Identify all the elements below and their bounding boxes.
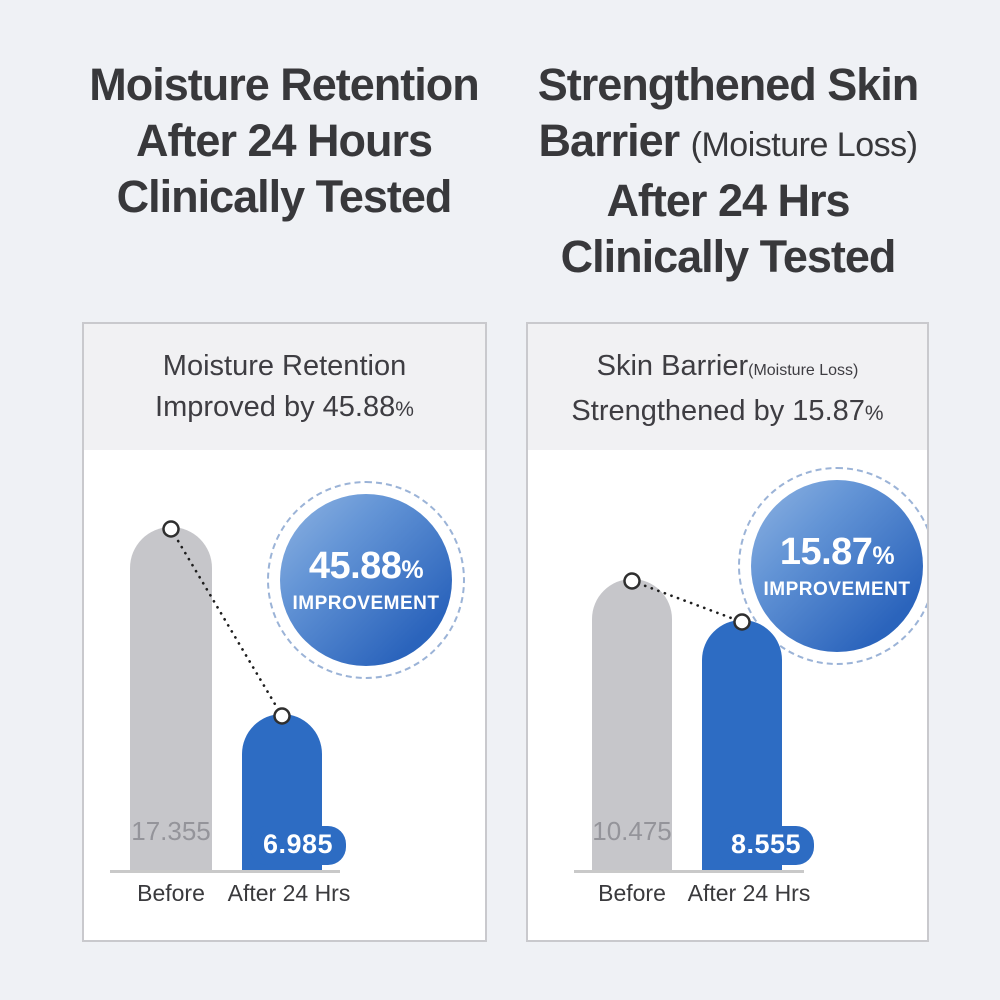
card-header-title: Moisture Retention xyxy=(162,350,407,382)
circle-marker-before xyxy=(162,520,180,538)
dashed-ring xyxy=(267,481,465,679)
card-header-title-small: (Moisture Loss) xyxy=(748,362,859,379)
connector-overlay xyxy=(162,520,291,725)
headline-line: Moisture Retention xyxy=(89,59,480,110)
percent-sign: % xyxy=(395,398,414,421)
bar-value-after: 6.985 xyxy=(250,826,347,865)
circle-marker-after xyxy=(273,707,291,725)
chart-area: 15.87% IMPROVEMENT 10.475 8.555 Before A… xyxy=(528,450,927,940)
headline-line: Clinically Tested xyxy=(116,171,453,222)
headline-line: After 24 Hrs xyxy=(606,175,850,226)
x-label-after: After 24 Hrs xyxy=(227,880,351,906)
headline-skin-barrier: Strengthened Skin Barrier (Moisture Loss… xyxy=(478,57,978,285)
bar-before xyxy=(592,579,672,870)
headline-light-segment: (Moisture Loss) xyxy=(690,126,918,164)
card-header-subtitle: Improved by 45.88% xyxy=(155,391,414,423)
x-axis-line xyxy=(110,870,340,873)
card-header: Skin Barrier(Moisture Loss) Strengthened… xyxy=(528,324,927,450)
x-label-before: Before xyxy=(137,880,205,906)
badge-value: 45.88% xyxy=(308,544,424,587)
dashed-ring xyxy=(738,467,927,665)
bar-before xyxy=(130,527,212,870)
percent-sign: % xyxy=(864,402,884,425)
headline-line: Barrier (Moisture Loss) xyxy=(478,113,978,173)
percent-sign: % xyxy=(401,555,424,584)
headline-moisture-retention: Moisture Retention After 24 Hours Clinic… xyxy=(34,57,534,225)
x-axis-line xyxy=(574,870,804,873)
x-label-before: Before xyxy=(598,880,666,906)
badge-circle: 15.87% IMPROVEMENT xyxy=(751,480,923,652)
dotted-connector-line xyxy=(169,527,284,718)
skin-barrier-card: Skin Barrier(Moisture Loss) Strengthened… xyxy=(526,322,929,942)
percent-sign: % xyxy=(872,541,895,570)
x-label-after: After 24 Hrs xyxy=(687,880,811,906)
badge-label: IMPROVEMENT xyxy=(763,578,911,600)
headline-line: Strengthened Skin xyxy=(537,59,920,110)
chart-area: 45.88% IMPROVEMENT 17.355 6.985 Before A… xyxy=(84,450,485,940)
headline-bold-segment: Barrier xyxy=(538,115,681,166)
dotted-connector-line xyxy=(630,579,744,624)
circle-marker-after xyxy=(733,613,751,631)
bar-value-before: 10.475 xyxy=(592,816,672,846)
badge-value: 15.87% xyxy=(779,530,895,573)
improvement-badge: 15.87% IMPROVEMENT xyxy=(738,467,927,665)
card-header-subtitle: Strengthened by 15.87% xyxy=(571,395,884,427)
moisture-retention-card: Moisture Retention Improved by 45.88% 45… xyxy=(82,322,487,942)
improvement-badge: 45.88% IMPROVEMENT xyxy=(267,481,465,679)
badge-circle: 45.88% IMPROVEMENT xyxy=(280,494,452,666)
bar-value-before: 17.355 xyxy=(131,816,211,846)
card-header: Moisture Retention Improved by 45.88% xyxy=(84,324,485,450)
connector-overlay xyxy=(623,572,751,631)
card-header-title: Skin Barrier(Moisture Loss) xyxy=(596,350,859,382)
bar-value-after: 8.555 xyxy=(718,826,815,865)
headline-line: After 24 Hours xyxy=(135,115,433,166)
circle-marker-before xyxy=(623,572,641,590)
headline-line: Clinically Tested xyxy=(560,231,897,282)
badge-label: IMPROVEMENT xyxy=(292,592,440,614)
